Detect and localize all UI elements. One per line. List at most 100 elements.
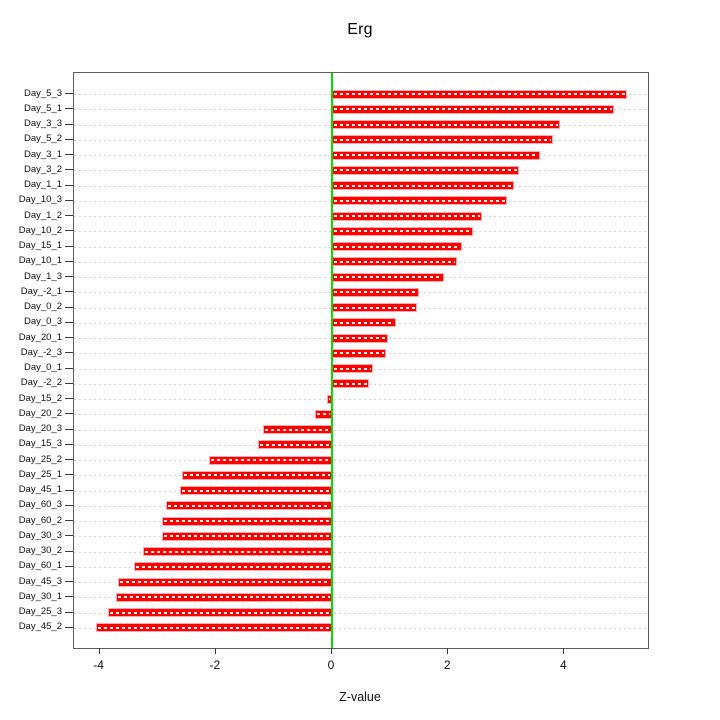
bar-shading-line bbox=[334, 230, 472, 233]
y-label-Day_45_2: Day_45_2 bbox=[18, 621, 62, 633]
y-tick bbox=[65, 138, 73, 140]
y-label-Day_20_3: Day_20_3 bbox=[18, 423, 62, 434]
bar-Day_10_2 bbox=[332, 226, 474, 236]
gridline bbox=[74, 414, 648, 416]
bar-shading-line bbox=[334, 291, 418, 294]
y-label-Day_-2_3: Day_-2_3 bbox=[20, 346, 62, 358]
bar-Day_-2_2 bbox=[332, 379, 369, 389]
y-label-Day_30_1: Day_30_1 bbox=[18, 590, 62, 602]
bar-shading-line bbox=[334, 321, 395, 324]
bar-shading-line bbox=[334, 276, 442, 278]
y-tick bbox=[65, 382, 73, 384]
bar-shading-line bbox=[334, 154, 538, 156]
y-label-Day_60_3: Day_60_3 bbox=[18, 499, 62, 511]
y-label-Day_25_3: Day_25_3 bbox=[18, 606, 62, 617]
y-tick bbox=[65, 215, 73, 216]
x-tick-label: 0 bbox=[327, 658, 335, 672]
y-tick bbox=[65, 581, 73, 582]
gridline bbox=[74, 536, 648, 538]
y-tick bbox=[65, 154, 73, 155]
bar-shading-line bbox=[334, 367, 372, 370]
y-label-Day_10_1: Day_10_1 bbox=[18, 255, 62, 267]
y-label-Day_1_3: Day_1_3 bbox=[23, 270, 62, 282]
y-label-Day_30_3: Day_30_3 bbox=[18, 529, 62, 541]
bar-shading-line bbox=[163, 535, 330, 538]
bar-shading-line bbox=[334, 184, 512, 187]
bar-Day_-2_3 bbox=[332, 348, 387, 358]
y-label-Day_-2_1: Day_-2_1 bbox=[20, 285, 62, 297]
bar-shading-line bbox=[167, 504, 330, 507]
x-tick-label: 2 bbox=[443, 658, 451, 672]
bar-shading-line bbox=[334, 169, 517, 172]
bar-Day_45_1 bbox=[180, 486, 332, 495]
gridline bbox=[74, 490, 648, 492]
gridline bbox=[74, 505, 648, 507]
bar-Day_15_1 bbox=[332, 242, 462, 251]
bar-shading-line bbox=[260, 443, 330, 446]
y-tick bbox=[65, 459, 73, 460]
bar-Day_20_2 bbox=[314, 409, 332, 419]
bar-shading-line bbox=[334, 382, 367, 385]
bar-shading-line bbox=[334, 245, 460, 248]
bar-Day_25_1 bbox=[181, 470, 332, 480]
bar-Day_5_3 bbox=[332, 89, 628, 99]
y-label-Day_1_2: Day_1_2 bbox=[23, 209, 62, 221]
gridline bbox=[74, 460, 648, 461]
y-tick bbox=[65, 550, 73, 552]
bar-Day_25_2 bbox=[208, 455, 332, 465]
bar-shading-line bbox=[334, 123, 558, 126]
bar-Day_10_3 bbox=[332, 196, 508, 206]
plot-area bbox=[73, 72, 649, 649]
y-label-Day_20_2: Day_20_2 bbox=[18, 407, 62, 419]
y-tick bbox=[65, 626, 73, 628]
gridline bbox=[74, 475, 648, 477]
bar-shading-line bbox=[119, 581, 330, 583]
y-label-Day_0_2: Day_0_2 bbox=[23, 301, 62, 312]
bar-Day_60_2 bbox=[162, 516, 332, 526]
gridline bbox=[74, 551, 648, 553]
bar-Day_1_1 bbox=[332, 181, 514, 190]
y-tick bbox=[65, 184, 73, 186]
y-label-Day_5_2: Day_5_2 bbox=[23, 133, 62, 145]
bar-Day_0_2 bbox=[332, 303, 417, 312]
y-label-Day_15_2: Day_15_2 bbox=[18, 392, 62, 404]
x-tick bbox=[214, 648, 216, 654]
gridline bbox=[74, 521, 648, 522]
bar-Day_0_1 bbox=[332, 364, 374, 373]
bar-Day_45_3 bbox=[117, 577, 332, 587]
bar-Day_60_1 bbox=[134, 562, 332, 572]
y-label-Day_3_1: Day_3_1 bbox=[23, 148, 62, 160]
bar-Day_3_3 bbox=[332, 120, 560, 129]
y-label-Day_3_3: Day_3_3 bbox=[23, 118, 62, 129]
bar-shading-line bbox=[316, 413, 330, 416]
bar-shading-line bbox=[334, 337, 387, 339]
zero-reference-line bbox=[331, 73, 333, 648]
y-label-Day_15_1: Day_15_1 bbox=[18, 240, 62, 251]
bar-shading-line bbox=[334, 199, 506, 202]
y-tick bbox=[65, 489, 73, 491]
bar-shading-line bbox=[136, 565, 330, 568]
bar-Day_1_2 bbox=[332, 211, 483, 221]
bar-shading-line bbox=[164, 520, 330, 522]
bar-Day_15_3 bbox=[258, 440, 332, 450]
bar-shading-line bbox=[97, 626, 330, 629]
x-tick bbox=[563, 648, 565, 654]
y-label-Day_30_2: Day_30_2 bbox=[18, 545, 62, 556]
y-tick bbox=[65, 291, 73, 293]
y-label-Day_10_2: Day_10_2 bbox=[18, 224, 62, 236]
gridline bbox=[74, 566, 648, 568]
x-tick bbox=[98, 648, 100, 654]
bar-shading-line bbox=[182, 489, 330, 492]
bar-Day_5_1 bbox=[332, 104, 614, 114]
x-axis-title: Z-value bbox=[339, 690, 381, 704]
bar-Day_30_3 bbox=[161, 531, 332, 541]
y-tick bbox=[65, 169, 73, 171]
y-tick bbox=[65, 337, 73, 338]
y-label-Day_20_1: Day_20_1 bbox=[18, 331, 62, 343]
y-label-Day_-2_2: Day_-2_2 bbox=[20, 377, 62, 389]
y-tick bbox=[65, 276, 73, 277]
y-tick bbox=[65, 367, 73, 369]
bar-Day_30_1 bbox=[115, 592, 332, 602]
y-label-Day_5_3: Day_5_3 bbox=[23, 87, 62, 99]
bar-shading-line bbox=[328, 398, 330, 400]
